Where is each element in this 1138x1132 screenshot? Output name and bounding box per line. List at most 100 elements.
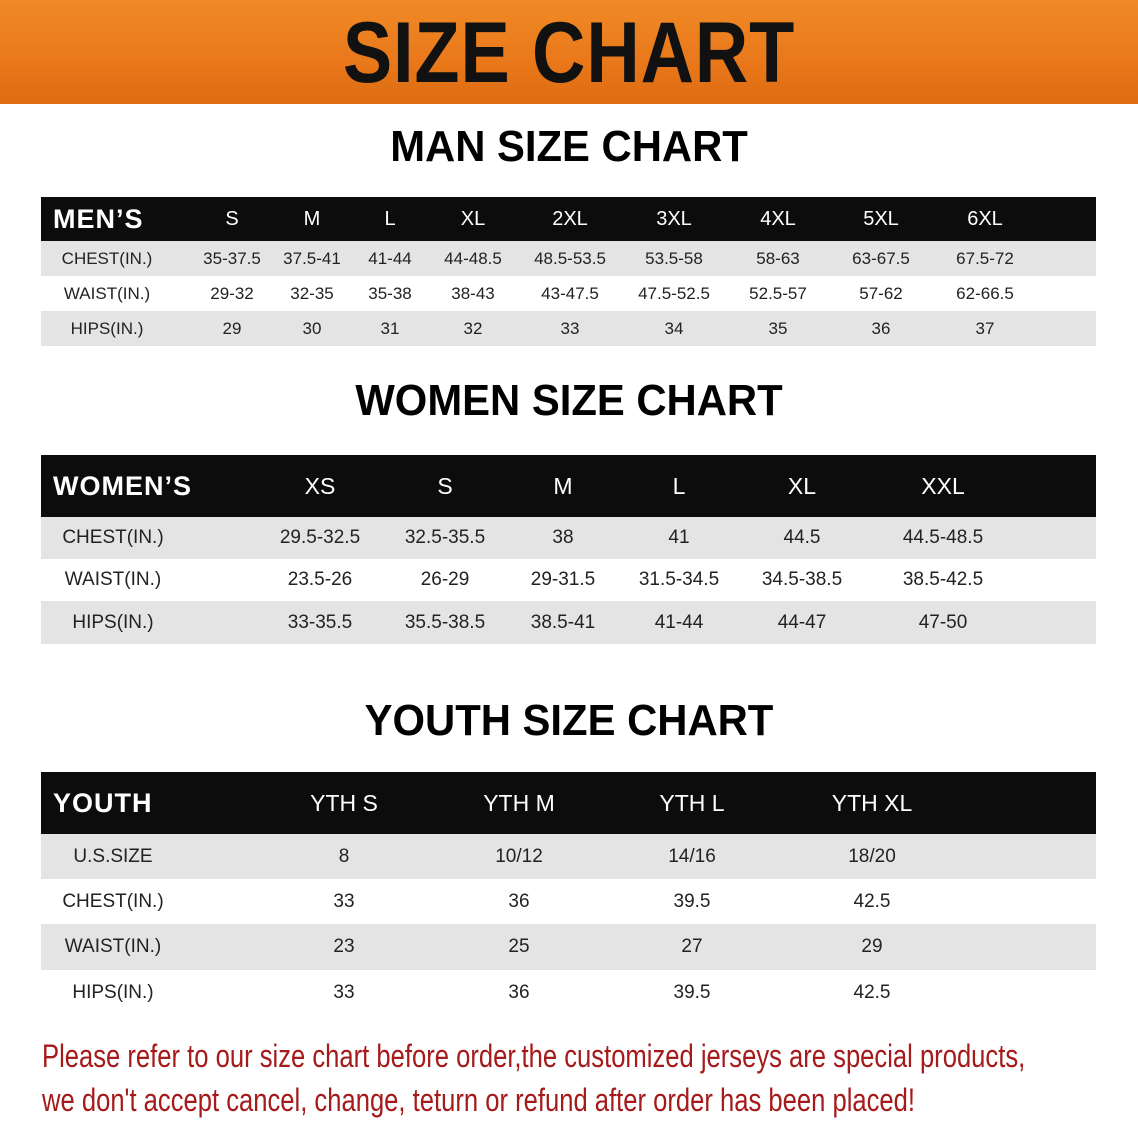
table-cell: 26-29 (420, 569, 470, 590)
table-cell: 23 (333, 936, 355, 957)
table-cell: 67.5-72 (956, 248, 1014, 268)
table-cell: 39.5 (673, 981, 711, 1003)
men-section-title: MAN SIZE CHART (390, 122, 748, 171)
row-label: WAIST(IN.) (63, 283, 151, 303)
size-header-l: L (672, 472, 686, 499)
row-label: HIPS(IN.) (72, 981, 154, 1003)
table-cell: 33 (333, 981, 355, 1003)
row-label: U.S.SIZE (73, 845, 153, 867)
header-label: WOMEN’S (53, 470, 192, 501)
table-cell: 38 (552, 527, 574, 548)
size-header-6xl: 6XL (967, 207, 1003, 230)
size-header-xl: XL (460, 207, 486, 230)
table-cell: 29 (861, 936, 883, 957)
table-cell: 44.5-48.5 (902, 527, 984, 548)
women-section-title: WOMEN SIZE CHART (355, 376, 783, 425)
table-cell: 48.5-53.5 (534, 248, 606, 268)
table-cell: 31 (380, 318, 400, 338)
table-cell: 32.5-35.5 (404, 527, 486, 548)
table-cell: 23.5-26 (287, 569, 353, 590)
table-cell: 33-35.5 (287, 611, 353, 633)
header-label: YOUTH (53, 787, 153, 818)
size-header-s: S (225, 207, 239, 230)
table-row: WAIST(IN.) 23 25 27 29 (41, 924, 1096, 970)
table-header-row: YOUTH YTH S YTH M YTH L YTH XL (41, 772, 1096, 834)
row-label: CHEST(IN.) (62, 527, 164, 548)
table-cell: 52.5-57 (749, 283, 807, 303)
table-cell: 34.5-38.5 (761, 569, 843, 590)
table-cell: 36 (508, 981, 530, 1003)
women-size-table: WOMEN’S XS S M L XL XXL CHEST(IN.) 29.5-32.5 32.5… (41, 455, 1096, 644)
table-cell: 35-37.5 (203, 248, 261, 268)
table-cell: 32-35 (290, 283, 334, 303)
table-cell: 14/16 (668, 845, 716, 867)
table-cell: 41-44 (654, 611, 704, 633)
size-header-yth-l: YTH L (659, 789, 725, 816)
table-cell: 31.5-34.5 (638, 569, 720, 590)
table-cell: 62-66.5 (956, 283, 1014, 303)
table-cell: 29.5-32.5 (279, 527, 361, 548)
size-header-yth-m: YTH M (483, 789, 555, 816)
table-cell: 18/20 (848, 845, 896, 867)
table-header-row: MEN’S S M L XL 2XL 3XL 4XL 5XL 6XL (41, 197, 1096, 241)
size-header-m: M (553, 472, 573, 499)
size-header-3xl: 3XL (656, 207, 692, 230)
table-cell: 35-38 (368, 283, 412, 303)
banner: SIZE CHART (0, 0, 1138, 104)
table-cell: 53.5-58 (645, 248, 703, 268)
youth-section-title: YOUTH SIZE CHART (364, 696, 774, 745)
table-cell: 57-62 (859, 283, 903, 303)
men-size-table: MEN’S S M L XL 2XL 3XL 4XL 5XL 6XL CHEST(IN.) 35-37… (41, 197, 1096, 346)
table-cell: 41 (668, 527, 690, 548)
table-cell: 37.5-41 (283, 248, 341, 268)
table-cell: 44-47 (777, 611, 827, 633)
table-cell: 25 (508, 936, 530, 957)
table-cell: 42.5 (853, 890, 891, 912)
table-cell: 29 (222, 318, 242, 338)
table-cell: 36 (871, 318, 891, 338)
table-cell: 38.5-41 (530, 611, 596, 633)
table-cell: 8 (338, 845, 350, 867)
size-header-xs: XS (304, 472, 336, 499)
table-cell: 38.5-42.5 (902, 569, 984, 590)
table-cell: 36 (508, 890, 530, 912)
table-cell: 34 (664, 318, 684, 338)
header-label: MEN’S (53, 203, 144, 234)
row-label: HIPS(IN.) (72, 611, 154, 633)
table-cell: 33 (560, 318, 580, 338)
table-cell: 58-63 (756, 248, 800, 268)
table-cell: 44-48.5 (444, 248, 502, 268)
table-cell: 30 (302, 318, 322, 338)
table-cell: 35.5-38.5 (404, 611, 486, 633)
row-label: WAIST(IN.) (64, 569, 162, 590)
table-cell: 63-67.5 (852, 248, 910, 268)
table-cell: 10/12 (495, 845, 543, 867)
notice-line-2: we don't accept cancel, change, teturn o… (42, 1082, 915, 1118)
table-header-row: WOMEN’S XS S M L XL XXL (41, 455, 1096, 517)
table-cell: 29-32 (210, 283, 254, 303)
size-header-yth-xl: YTH XL (831, 789, 913, 816)
size-header-yth-s: YTH S (310, 789, 378, 816)
row-label: CHEST(IN.) (61, 248, 153, 268)
size-header-xxl: XXL (921, 472, 965, 499)
table-row: CHEST(IN.) 33 36 39.5 42.5 (41, 879, 1096, 924)
youth-size-table: YOUTH YTH S YTH M YTH L YTH XL U.S.SIZE 8 10/12… (41, 772, 1096, 1015)
table-cell: 38-43 (451, 283, 495, 303)
table-row: HIPS(IN.) 29 30 31 32 33 34 35 36 37 (41, 311, 1096, 346)
table-row: WAIST(IN.) 29-32 32-35 35-38 38-43 43-47.5 47.… (41, 276, 1096, 311)
row-label: WAIST(IN.) (64, 936, 162, 957)
table-cell: 47.5-52.5 (638, 283, 710, 303)
table-cell: 44.5 (783, 527, 821, 548)
table-row: CHEST(IN.) 35-37.5 37.5-41 41-44 44-48.5 48.5… (41, 241, 1096, 276)
table-row: HIPS(IN.) 33-35.5 35.5-38.5 38.5-41 41-44 44-… (41, 601, 1096, 644)
row-label: CHEST(IN.) (62, 890, 164, 912)
table-cell: 47-50 (918, 611, 968, 633)
row-label: HIPS(IN.) (70, 318, 144, 338)
size-header-4xl: 4XL (760, 207, 796, 230)
table-cell: 33 (333, 890, 355, 912)
table-cell: 29-31.5 (530, 569, 596, 590)
size-header-m: M (303, 207, 321, 230)
table-row: U.S.SIZE 8 10/12 14/16 18/20 (41, 834, 1096, 879)
size-header-xl: XL (787, 472, 817, 499)
table-row: WAIST(IN.) 23.5-26 26-29 29-31.5 31.5-34.5 34… (41, 559, 1096, 601)
